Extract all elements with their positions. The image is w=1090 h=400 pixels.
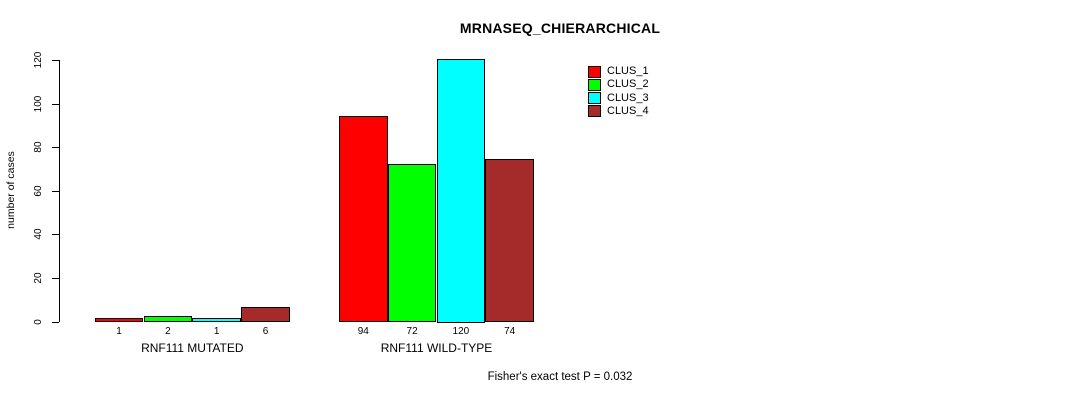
- y-tick-label: 80: [33, 141, 44, 153]
- legend-swatch-clus_1: [588, 65, 601, 78]
- y-tick-mark: [52, 60, 59, 61]
- legend-swatch-clus_4: [588, 105, 601, 118]
- y-tick-label: 60: [33, 185, 44, 197]
- legend-item: CLUS_4: [588, 104, 649, 118]
- y-tick-mark: [52, 103, 59, 105]
- legend-label: CLUS_3: [607, 91, 649, 104]
- legend-item: CLUS_2: [588, 78, 649, 91]
- y-tick-mark: [52, 321, 59, 323]
- bar-value-label: 94: [357, 326, 369, 337]
- legend-item: CLUS_3: [588, 91, 649, 105]
- y-axis-line: [59, 60, 60, 322]
- bar-value-label: 72: [406, 326, 418, 337]
- y-tick-mark: [52, 190, 59, 192]
- bar-clus_1-group2: [338, 115, 388, 323]
- y-tick-mark: [52, 147, 59, 149]
- legend-label: CLUS_2: [607, 78, 649, 91]
- bar-clus_1-group1: [94, 318, 144, 323]
- y-tick-label: 40: [33, 228, 44, 240]
- bar-value-label: 6: [262, 326, 269, 337]
- y-axis-title: number of cases: [5, 151, 17, 229]
- group-label: RNF111 MUTATED: [141, 341, 244, 355]
- y-tick-label: 0: [33, 318, 44, 325]
- bar-clus_4-group1: [241, 307, 290, 323]
- bar-clus_3-group1: [192, 318, 242, 323]
- y-tick-label: 120: [33, 51, 44, 69]
- bar-value-label: 2: [165, 326, 171, 337]
- bar-clus_2-group1: [143, 316, 193, 323]
- chart-title: MRNASEQ_CHIERARCHICAL: [459, 20, 661, 36]
- bar-clus_3-group2: [436, 59, 486, 323]
- bar-value-label: 74: [504, 326, 516, 337]
- y-tick-mark: [52, 277, 59, 279]
- bar-value-label: 120: [452, 326, 470, 337]
- y-tick-label: 20: [33, 272, 44, 284]
- group-label: RNF111 WILD-TYPE: [380, 341, 493, 355]
- bar-value-label: 1: [213, 326, 220, 337]
- y-tick-label: 100: [33, 95, 44, 112]
- legend-label: CLUS_1: [607, 65, 649, 77]
- legend-swatch-clus_2: [588, 78, 601, 91]
- bar-clus_4-group2: [485, 159, 535, 323]
- legend-label: CLUS_4: [607, 104, 649, 117]
- bar-clus_2-group2: [387, 163, 437, 323]
- bar-value-label: 1: [116, 326, 122, 337]
- fisher-test-annotation: Fisher's exact test P = 0.032: [487, 371, 633, 383]
- y-tick-mark: [52, 234, 59, 236]
- legend-item: CLUS_1: [588, 65, 649, 78]
- legend-swatch-clus_3: [588, 92, 601, 105]
